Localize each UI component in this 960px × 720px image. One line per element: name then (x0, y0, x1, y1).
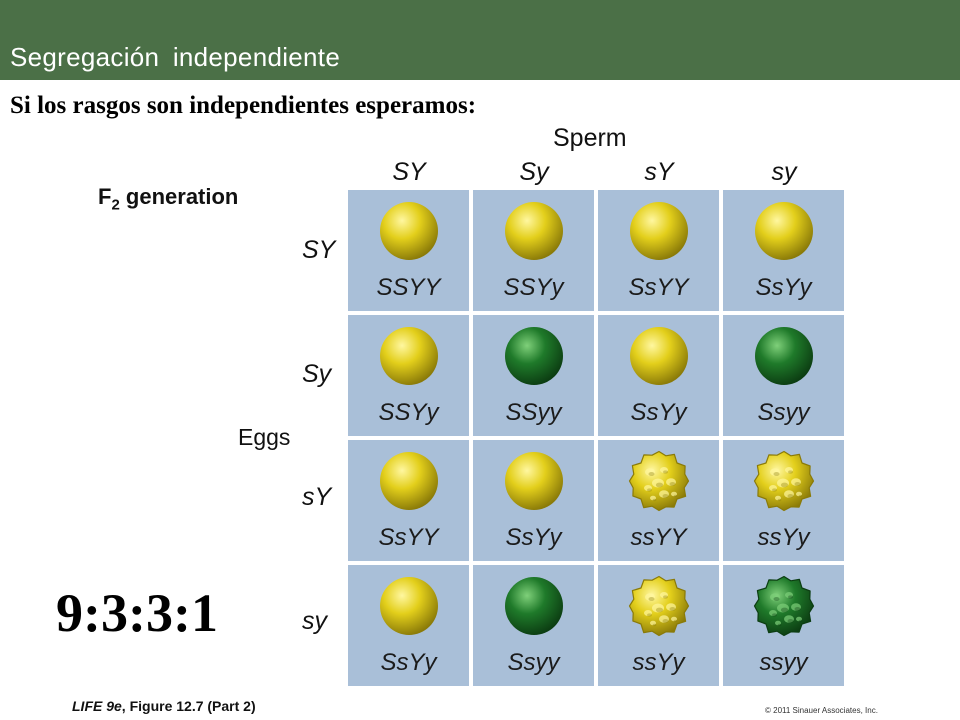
generation-label-sub: 2 (111, 196, 120, 214)
punnett-cell: SSYy (348, 315, 469, 436)
egg-gamete-header: SY (302, 236, 336, 264)
caption-book: LIFE 9e (72, 698, 122, 714)
genotype-label: SSYY (376, 274, 441, 301)
punnett-cell: SsYY (598, 190, 719, 311)
punnett-square: SSYY SSYy SsYY SsYy SSYy SSyy SsYy Ssyy SsYY SsYy… (348, 190, 845, 687)
yellow-round-pea-icon (630, 202, 688, 260)
green-round-pea-icon (505, 577, 563, 635)
green-round-pea-icon (505, 327, 563, 385)
punnett-cell: SsYy (473, 440, 594, 561)
punnett-cell: ssYy (723, 440, 844, 561)
genotype-label: Ssyy (757, 399, 810, 426)
generation-label-prefix: F (98, 184, 112, 209)
green-round-pea-icon (755, 327, 813, 385)
sperm-gamete-header: SY (392, 158, 426, 186)
yellow-round-pea-icon (380, 327, 438, 385)
yellow-wrinkled-pea-icon (628, 450, 690, 512)
punnett-cell: ssyy (723, 565, 844, 686)
generation-label-suffix: generation (119, 184, 239, 209)
genotype-label: SsYY (378, 524, 439, 551)
genotype-label: SsYY (628, 274, 689, 301)
title-banner: Segregación independiente (0, 0, 960, 80)
yellow-wrinkled-pea-icon (628, 575, 690, 637)
yellow-wrinkled-pea-icon (753, 450, 815, 512)
figure-caption: LIFE 9e, Figure 12.7 (Part 2) (72, 698, 256, 714)
yellow-round-pea-icon (380, 202, 438, 260)
sperm-gamete-header: sy (771, 158, 797, 186)
yellow-round-pea-icon (380, 452, 438, 510)
punnett-cell: SSyy (473, 315, 594, 436)
phenotype-ratio: 9:3:3:1 (56, 583, 218, 643)
eggs-label: Eggs (238, 424, 291, 450)
punnett-cell: Ssyy (473, 565, 594, 686)
copyright-notice: © 2011 Sinauer Associates, Inc. (765, 706, 878, 715)
yellow-round-pea-icon (505, 452, 563, 510)
caption-figure: , Figure 12.7 (Part 2) (121, 698, 256, 714)
genotype-label: SSYy (378, 399, 439, 426)
punnett-cell: SSYy (473, 190, 594, 311)
yellow-round-pea-icon (755, 202, 813, 260)
genotype-label: ssyy (759, 649, 808, 676)
genotype-label: SSYy (503, 274, 564, 301)
egg-gamete-header: sy (302, 607, 327, 635)
genotype-label: ssYy (757, 524, 810, 551)
sperm-gamete-header: sY (644, 158, 674, 186)
yellow-round-pea-icon (380, 577, 438, 635)
genotype-label: SSyy (505, 399, 562, 426)
genotype-label: ssYY (630, 524, 687, 551)
yellow-round-pea-icon (505, 202, 563, 260)
genotype-label: ssYy (632, 649, 685, 676)
generation-label: F2 generation (98, 184, 238, 213)
genotype-label: SsYy (380, 649, 437, 676)
punnett-cell: SSYY (348, 190, 469, 311)
punnett-cell: ssYY (598, 440, 719, 561)
green-wrinkled-pea-icon (753, 575, 815, 637)
punnett-cell: SsYY (348, 440, 469, 561)
sperm-label: Sperm (553, 124, 627, 152)
punnett-cell: SsYy (348, 565, 469, 686)
genotype-label: SsYy (755, 274, 812, 301)
sperm-gamete-header: Sy (519, 158, 549, 186)
punnett-cell: ssYy (598, 565, 719, 686)
genotype-label: SsYy (630, 399, 687, 426)
slide-subtitle: Si los rasgos son independientes esperam… (10, 92, 477, 119)
genotype-label: Ssyy (507, 649, 560, 676)
punnett-cell: SsYy (598, 315, 719, 436)
egg-gamete-header: sY (302, 483, 332, 511)
slide-title: Segregación independiente (10, 42, 341, 72)
punnett-cell: SsYy (723, 190, 844, 311)
punnett-cell: Ssyy (723, 315, 844, 436)
yellow-round-pea-icon (630, 327, 688, 385)
genotype-label: SsYy (505, 524, 562, 551)
egg-gamete-header: Sy (302, 360, 332, 388)
